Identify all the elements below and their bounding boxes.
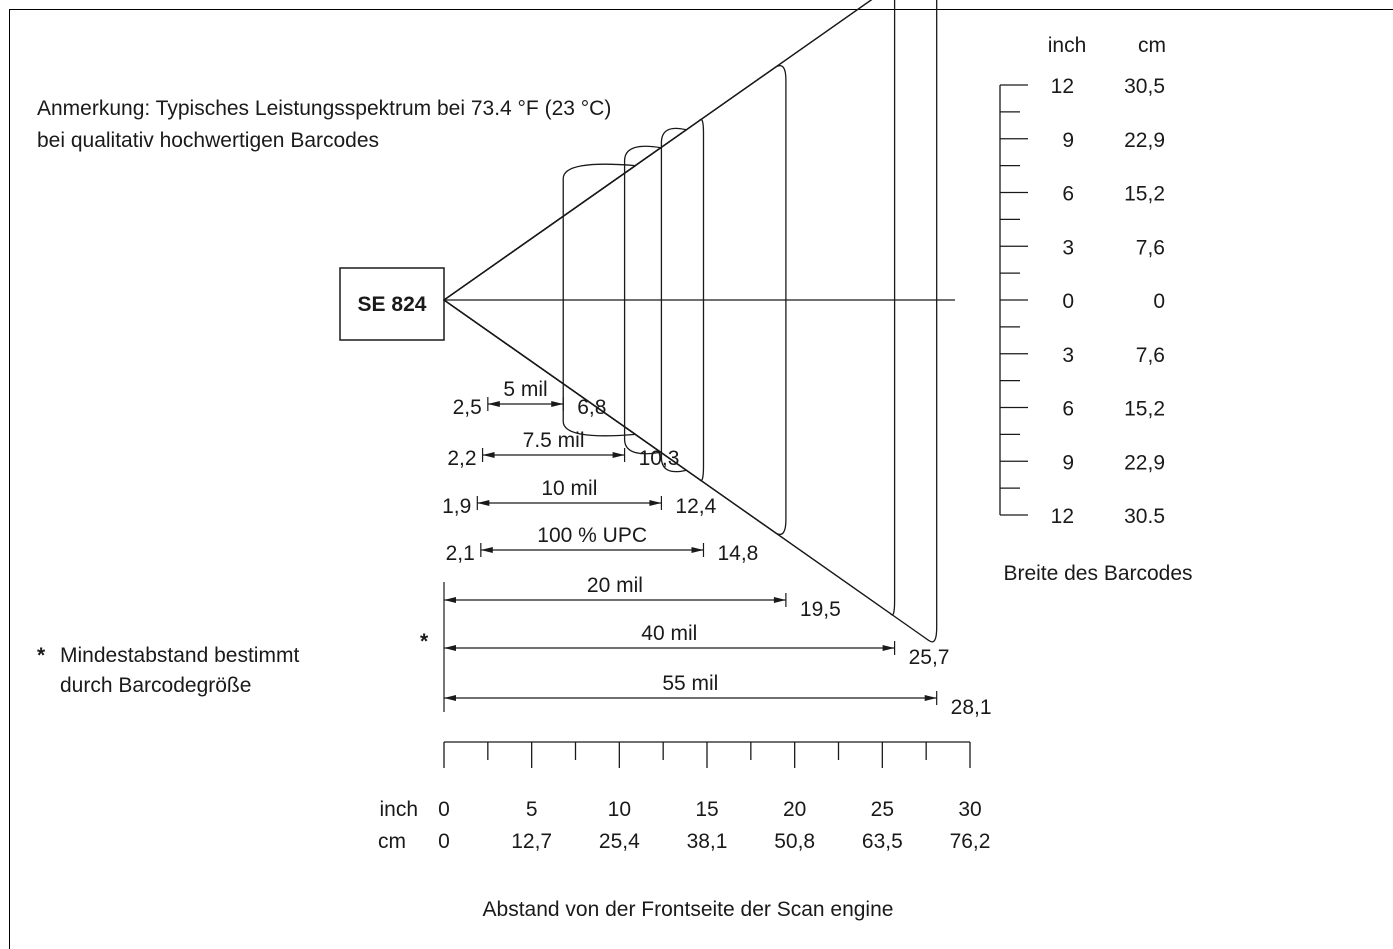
arrow-head-left	[480, 547, 493, 553]
right-scale-inch-label: 12	[1051, 505, 1074, 528]
right-scale-cm-label: 15,2	[1124, 398, 1165, 421]
right-scale-header-cm: cm	[1138, 34, 1166, 57]
note-line-2: bei qualitativ hochwertigen Barcodes	[37, 129, 379, 152]
bottom-scale-caption: Abstand von der Frontseite der Scan engi…	[483, 898, 894, 921]
bottom-scale-cm-label: 0	[438, 830, 450, 853]
range-bar-footnote-star: *	[420, 630, 429, 653]
right-scale-cm-label: 30,5	[1124, 75, 1165, 98]
scan-zone-outline	[442, 145, 663, 455]
arrow-head-left	[444, 645, 456, 651]
engine-box	[339, 267, 445, 341]
scan-zone-outline	[442, 127, 688, 473]
note-line-1: Anmerkung: Typisches Leistungsspektrum b…	[37, 97, 611, 120]
range-bar: 55 mil 28,1	[444, 672, 992, 719]
range-bar-max-value: 14,8	[717, 542, 758, 565]
right-scale-cm-label: 22,9	[1124, 451, 1165, 474]
range-bar-label: 5 mil	[503, 378, 547, 401]
right-scale-cm-label: 30.5	[1124, 505, 1165, 528]
bottom-scale-cm-label: 12,7	[511, 830, 552, 853]
right-scale-caption: Breite des Barcodes	[1003, 562, 1192, 585]
range-bar-min-value: 2,2	[447, 447, 476, 470]
range-bar: 100 % UPC 2,1 14,8	[446, 524, 759, 565]
bottom-scale-inch-label: 25	[871, 798, 894, 821]
right-scale-cm-label: 15,2	[1124, 183, 1165, 206]
bottom-scale-inch-label: 15	[695, 798, 718, 821]
range-bar-max-value: 19,5	[800, 598, 841, 621]
bottom-scale-cm-label: 25,4	[599, 830, 640, 853]
arrow-head-left	[487, 401, 500, 407]
right-scale-header-inch: inch	[1048, 34, 1087, 57]
scan-zone-outline	[442, 0, 896, 616]
range-bar-max-value: 25,7	[909, 646, 950, 669]
range-bar: 5 mil 2,5 6,8	[453, 378, 607, 419]
scan-zone-outline	[442, 0, 938, 643]
range-bar-label: 10 mil	[541, 477, 597, 500]
right-scale-inch-label: 3	[1062, 236, 1074, 259]
right-scale-cm-label: 7,6	[1136, 236, 1165, 259]
range-bar-label: 20 mil	[587, 574, 643, 597]
range-bar-label: 40 mil	[641, 622, 697, 645]
arrow-head-right	[612, 452, 625, 458]
bottom-scale-inch-label: 10	[608, 798, 631, 821]
bottom-scale-cm-label: 38,1	[687, 830, 728, 853]
bottom-scale-unit-inch: inch	[379, 798, 418, 821]
range-bar-min-value: 2,1	[446, 542, 475, 565]
right-scale-inch-label: 9	[1062, 451, 1074, 474]
arrow-head-right	[691, 547, 704, 553]
bottom-scale-inch-label: 20	[783, 798, 806, 821]
range-bar-max-value: 6,8	[577, 396, 606, 419]
range-bar-label: 55 mil	[662, 672, 718, 695]
right-scale-cm-label: 7,6	[1136, 344, 1165, 367]
right-scale-inch-label: 3	[1062, 344, 1074, 367]
bottom-scale: 0 5 10 15 20 25 30 0 12,7 25,4 38,1 50,8 63,5 76,2	[438, 741, 991, 853]
engine-label: SE 824	[358, 293, 427, 316]
arrow-head-left	[482, 452, 495, 458]
scan-zone-outline	[442, 65, 787, 535]
bottom-scale-cm-label: 63,5	[862, 830, 903, 853]
range-bar: 7.5 mil 2,2 10,3	[447, 429, 679, 470]
bottom-scale-cm-label: 76,2	[950, 830, 991, 853]
arrow-head-left	[444, 695, 456, 701]
arrow-head-right	[882, 645, 895, 651]
right-scale-inch-label: 0	[1062, 290, 1074, 313]
range-bar: 10 mil 1,9 12,4	[442, 477, 716, 518]
right-scale: 12 30,5 9 22,9 6 15,2 3 7,6 0 0 3 7,6 6 15,2 9 22,9 12 30…	[999, 75, 1165, 528]
scan-zones	[442, 0, 938, 643]
footnote-star: *	[37, 644, 46, 667]
arrow-head-left	[444, 597, 456, 603]
footnote-line-1: Mindestabstand bestimmt	[60, 644, 299, 667]
arrow-head-right	[773, 597, 786, 603]
range-bar-min-value: 1,9	[442, 495, 471, 518]
right-scale-cm-label: 0	[1153, 290, 1165, 313]
right-scale-inch-label: 9	[1062, 129, 1074, 152]
range-bar: 40 mil 25,7 *	[420, 622, 949, 669]
range-bar-max-value: 28,1	[951, 696, 992, 719]
right-scale-inch-label: 6	[1062, 398, 1074, 421]
right-scale-cm-label: 22,9	[1124, 129, 1165, 152]
right-scale-inch-label: 12	[1051, 75, 1074, 98]
arrow-head-left	[477, 500, 490, 506]
bottom-scale-inch-label: 0	[438, 798, 450, 821]
bottom-scale-inch-label: 5	[526, 798, 538, 821]
range-bar-min-value: 2,5	[453, 396, 482, 419]
range-bar-max-value: 12,4	[675, 495, 716, 518]
diagram-frame	[9, 9, 1393, 949]
bottom-scale-unit-cm: cm	[378, 830, 406, 853]
arrow-head-right	[649, 500, 662, 506]
range-bar-label: 100 % UPC	[537, 524, 647, 547]
bottom-scale-inch-label: 30	[958, 798, 981, 821]
range-bar: 20 mil 19,5	[444, 574, 841, 621]
arrow-head-right	[551, 401, 564, 407]
range-bar-label: 7.5 mil	[523, 429, 585, 452]
bottom-scale-cm-label: 50,8	[774, 830, 815, 853]
arrow-head-right	[924, 695, 937, 701]
range-bar-max-value: 10,3	[639, 447, 680, 470]
footnote-line-2: durch Barcodegröße	[60, 674, 251, 697]
scan-zone-outline	[442, 163, 638, 437]
right-scale-inch-label: 6	[1062, 183, 1074, 206]
